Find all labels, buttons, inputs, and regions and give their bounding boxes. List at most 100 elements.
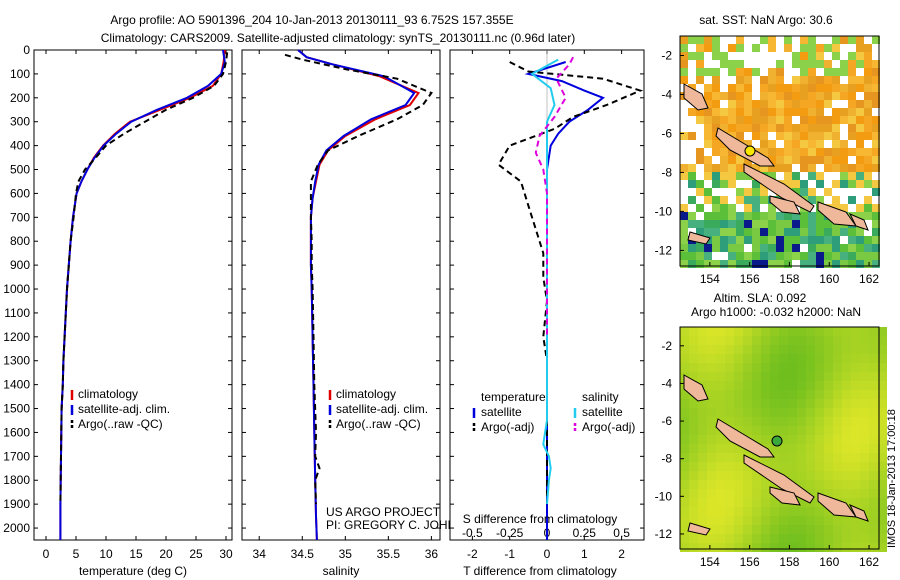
sla-cell (743, 543, 752, 552)
sla-cell (698, 408, 707, 417)
sla-cell (707, 354, 716, 363)
sst-cell (824, 236, 832, 244)
sst-cell (688, 220, 696, 228)
sst-cell (864, 84, 872, 92)
sla-cell (869, 543, 878, 552)
sst-cell (712, 212, 720, 220)
sla-cell (779, 336, 788, 345)
credit-line1: US ARGO PROJECT (326, 505, 441, 519)
depth-tick-label: 1900 (3, 497, 30, 511)
island-coastline (687, 522, 711, 536)
sla-cell (698, 354, 707, 363)
sst-cell (872, 188, 880, 196)
sla-cell (806, 444, 815, 453)
sla-cell (743, 390, 752, 399)
sst-cell (824, 260, 832, 268)
sst-cell (808, 132, 816, 140)
sst-cell (720, 220, 728, 228)
sst-cell (704, 220, 712, 228)
sst-cell (704, 156, 712, 164)
sla-cell (824, 444, 833, 453)
sst-cell (856, 244, 864, 252)
sla-cell (770, 354, 779, 363)
sst-cell (792, 188, 800, 196)
sla-cell (851, 435, 860, 444)
sla-cell (707, 462, 716, 471)
sst-cell (752, 204, 760, 212)
sla-map-cells (680, 327, 887, 552)
sst-cell (800, 260, 808, 268)
sla-cell (761, 345, 770, 354)
sst-cell (680, 228, 688, 236)
sla-cell (716, 354, 725, 363)
sst-cell (752, 244, 760, 252)
sla-cell (860, 534, 869, 543)
map-y-tick-label: -6 (661, 126, 672, 140)
sst-cell (736, 100, 744, 108)
map-y-tick-label: -10 (655, 489, 673, 503)
sst-cell (840, 60, 848, 68)
sla-cell (707, 489, 716, 498)
difference-legend: temperature salinitysatelliteArgo(-adj)sa… (472, 390, 635, 434)
sst-cell (856, 84, 864, 92)
sla-cell (815, 453, 824, 462)
sst-cell (728, 172, 736, 180)
t-difference-label: T difference from climatology (463, 564, 617, 578)
sst-cell (744, 124, 752, 132)
sst-cell (744, 236, 752, 244)
map-x-tick-label: 162 (859, 272, 879, 286)
sst-cell (776, 100, 784, 108)
sla-cell (680, 498, 689, 507)
sst-cell (728, 44, 736, 52)
sst-cell (848, 36, 856, 44)
sst-cell (816, 76, 824, 84)
sst-map-title: sat. SST: NaN Argo: 30.6 (699, 13, 833, 27)
sst-cell (704, 124, 712, 132)
sla-cell (851, 336, 860, 345)
sla-cell (833, 399, 842, 408)
sst-cell (792, 132, 800, 140)
sst-cell (800, 116, 808, 124)
sst-cell (752, 124, 760, 132)
sst-cell (848, 236, 856, 244)
sst-cell (864, 124, 872, 132)
salinity-x-label: salinity (323, 564, 360, 578)
sst-cell (824, 116, 832, 124)
sla-cell (797, 480, 806, 489)
sst-cell (720, 180, 728, 188)
map-y-tick-label: -12 (655, 243, 673, 257)
sla-cell (833, 354, 842, 363)
sla-cell (797, 408, 806, 417)
sla-cell (725, 327, 734, 336)
sla-cell (752, 525, 761, 534)
sst-cell (768, 244, 776, 252)
sst-cell (688, 244, 696, 252)
sst-cell (816, 220, 824, 228)
sla-cell (734, 444, 743, 453)
sst-cell (808, 60, 816, 68)
sla-cell (851, 534, 860, 543)
map-y-tick-label: -10 (655, 204, 673, 218)
sla-cell (842, 453, 851, 462)
sst-cell (864, 52, 872, 60)
sst-cell (760, 212, 768, 220)
sla-cell (815, 336, 824, 345)
sla-cell (788, 462, 797, 471)
sst-cell (800, 188, 808, 196)
sla-cell (806, 408, 815, 417)
sst-cell (800, 148, 808, 156)
sla-cell (779, 516, 788, 525)
sst-cell (800, 60, 808, 68)
sst-cell (696, 68, 704, 76)
sla-cell (680, 462, 689, 471)
sst-cell (696, 180, 704, 188)
sla-cell (734, 345, 743, 354)
sla-cell (689, 489, 698, 498)
sla-cell (860, 516, 869, 525)
depth-tick-label: 2000 (3, 521, 30, 535)
sst-cell (800, 84, 808, 92)
sla-cell (815, 345, 824, 354)
sst-cell (848, 172, 856, 180)
sla-cell (689, 471, 698, 480)
sla-cell (716, 363, 725, 372)
